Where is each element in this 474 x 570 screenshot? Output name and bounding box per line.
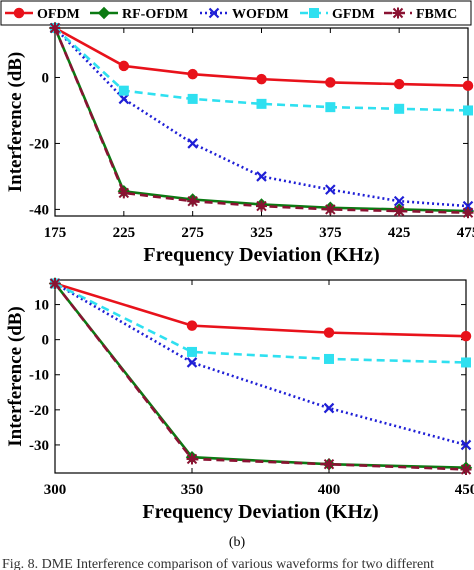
figure-caption: Fig. 8. DME Interference comparison of v… bbox=[2, 557, 434, 570]
data-point-gfdm bbox=[325, 102, 336, 113]
series-ofdm bbox=[49, 278, 472, 342]
series-line-rf-ofdm bbox=[53, 27, 469, 213]
data-point-gfdm bbox=[463, 105, 473, 116]
data-point-wofdm bbox=[460, 439, 472, 451]
data-point-ofdm bbox=[325, 77, 336, 88]
x-tick-label: 425 bbox=[388, 225, 411, 241]
data-point-ofdm bbox=[186, 320, 198, 331]
data-point-wofdm bbox=[118, 93, 130, 105]
data-point-ofdm bbox=[323, 327, 335, 338]
data-point-fbmc bbox=[462, 207, 474, 219]
plot-area bbox=[54, 27, 469, 217]
chart-top: 175 225 275 325 375 425 475 0 -20 -40 Frequency De… bbox=[5, 21, 474, 266]
legend-label-fbmc: FBMC bbox=[416, 7, 457, 22]
x-tick-label: 300 bbox=[44, 482, 67, 498]
data-point-wofdm bbox=[256, 171, 267, 182]
legend-marker-gfdm bbox=[309, 8, 319, 18]
legend-marker-fbmc bbox=[392, 7, 404, 19]
y-tick-label: -10 bbox=[29, 368, 49, 384]
subfigure-label: (b) bbox=[229, 535, 246, 550]
chart-bottom: 300 350 400 450 10 0 -10 -20 -30 Frequency Deviat… bbox=[5, 277, 474, 523]
legend-label-gfdm: GFDM bbox=[332, 7, 375, 22]
plot-area bbox=[54, 279, 467, 474]
data-point-ofdm bbox=[460, 330, 472, 342]
x-axis-label: Frequency Deviation (KHz) bbox=[142, 501, 378, 523]
x-tick-label: 400 bbox=[318, 482, 341, 498]
series-line-rf-ofdm bbox=[53, 282, 467, 470]
series-line-gfdm bbox=[54, 27, 469, 112]
x-tick-label: 275 bbox=[181, 225, 204, 241]
x-tick-label: 225 bbox=[113, 225, 136, 241]
x-tick-label: 350 bbox=[181, 482, 204, 498]
series-wofdm bbox=[49, 22, 474, 212]
y-tick-label: -30 bbox=[29, 438, 49, 454]
series-line-gfdm bbox=[54, 282, 467, 364]
data-point-fbmc bbox=[324, 203, 336, 215]
legend-label-wofdm: WOFDM bbox=[232, 7, 289, 22]
y-tick-label: 10 bbox=[34, 298, 49, 314]
data-point-fbmc bbox=[49, 22, 61, 34]
y-tick-label: -20 bbox=[29, 136, 49, 152]
data-point-fbmc bbox=[49, 278, 61, 290]
data-point-fbmc bbox=[393, 205, 405, 217]
data-point-ofdm bbox=[187, 68, 198, 80]
x-tick-label: 325 bbox=[250, 225, 273, 241]
x-axis-label: Frequency Deviation (KHz) bbox=[143, 244, 379, 266]
x-tick-label: 475 bbox=[457, 225, 474, 241]
legend-marker-rf-ofdm bbox=[97, 6, 111, 20]
data-point-fbmc bbox=[323, 458, 335, 470]
data-point-wofdm bbox=[323, 402, 335, 414]
data-point-ofdm bbox=[118, 60, 130, 72]
y-tick-label: 0 bbox=[42, 333, 50, 349]
data-point-gfdm bbox=[118, 85, 129, 96]
y-tick-label: -40 bbox=[29, 202, 49, 218]
series-line-ofdm bbox=[54, 282, 467, 338]
data-point-fbmc bbox=[460, 463, 472, 475]
data-point-ofdm bbox=[256, 73, 267, 85]
data-point-fbmc bbox=[187, 195, 199, 207]
series-gfdm bbox=[50, 23, 473, 116]
data-point-gfdm bbox=[187, 346, 197, 357]
x-tick-label: 375 bbox=[319, 225, 342, 241]
legend-marker-ofdm bbox=[13, 7, 25, 19]
data-point-wofdm bbox=[393, 195, 405, 207]
data-point-fbmc bbox=[186, 453, 198, 465]
data-point-wofdm bbox=[187, 138, 198, 149]
series-rf-ofdm bbox=[48, 21, 474, 218]
x-tick-label: 450 bbox=[455, 482, 474, 498]
data-point-gfdm bbox=[461, 357, 471, 368]
data-point-ofdm bbox=[393, 78, 405, 90]
series-rf-ofdm bbox=[48, 277, 473, 474]
legend-label-rf-ofdm: RF-OFDM bbox=[122, 7, 188, 22]
legend-marker-wofdm bbox=[208, 7, 220, 19]
y-axis-label: Interference (dB) bbox=[5, 52, 26, 193]
series-line-fbmc bbox=[53, 27, 469, 215]
data-point-gfdm bbox=[256, 98, 267, 109]
data-point-gfdm bbox=[394, 103, 405, 114]
data-point-wofdm bbox=[325, 184, 336, 195]
series-wofdm bbox=[49, 278, 472, 451]
data-point-gfdm bbox=[187, 93, 198, 104]
data-point-fbmc bbox=[256, 200, 267, 212]
legend-label-ofdm: OFDM bbox=[37, 7, 80, 22]
series-fbmc bbox=[49, 22, 474, 219]
legend: OFDM RF-OFDM WOFDM GFDM FBMC bbox=[0, 0, 472, 26]
series-line-fbmc bbox=[53, 282, 467, 471]
x-tick-label: 175 bbox=[44, 225, 67, 241]
data-point-wofdm bbox=[186, 357, 198, 368]
series-fbmc bbox=[49, 278, 472, 475]
y-tick-label: 0 bbox=[42, 70, 50, 86]
data-point-gfdm bbox=[324, 353, 334, 364]
series-line-wofdm bbox=[54, 282, 467, 447]
data-point-fbmc bbox=[118, 187, 130, 199]
y-tick-label: -20 bbox=[29, 403, 49, 419]
data-point-ofdm bbox=[462, 80, 474, 91]
series-gfdm bbox=[50, 278, 471, 368]
y-axis-label: Interference (dB) bbox=[5, 306, 26, 447]
